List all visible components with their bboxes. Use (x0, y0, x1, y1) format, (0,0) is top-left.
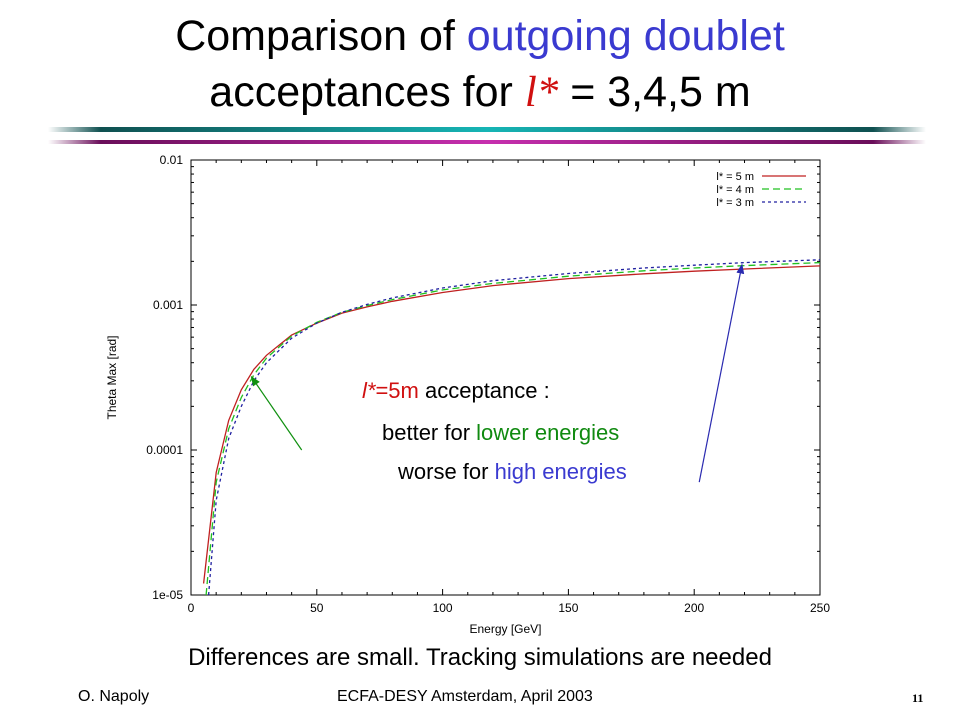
annotation-eq: =5m (375, 378, 419, 403)
y-axis-label: Theta Max [rad] (105, 335, 119, 419)
annotation-high: high energies (494, 459, 627, 484)
title-text-c: acceptances for (209, 68, 525, 116)
x-tick-label: 150 (558, 601, 578, 615)
annotation-lstar: l* (362, 378, 376, 403)
series-l5m-line (202, 265, 821, 584)
annotation-worse: worse for (398, 459, 495, 484)
x-tick-label: 50 (310, 601, 324, 615)
footer-event: ECFA-DESY Amsterdam, April 2003 (337, 688, 593, 705)
legend-label: l* = 3 m (716, 197, 754, 209)
conclusion-text: Differences are small. Tracking simulati… (188, 644, 772, 671)
annotation-line-3: worse for high energies (398, 459, 627, 485)
y-tick-label: 1e-05 (152, 588, 183, 602)
page-number: 11 (912, 691, 924, 705)
y-tick-label: 0.01 (160, 153, 184, 167)
title-text-d: = 3,4,5 m (558, 68, 751, 116)
title-line-1: Comparison of outgoing doublet (0, 8, 960, 64)
arrow-low-energy (250, 375, 303, 451)
series-l4m-line (205, 261, 821, 596)
title-line-2: acceptances for l* = 3,4,5 m (0, 64, 960, 121)
slide-title: Comparison of outgoing doublet acceptanc… (0, 8, 960, 121)
x-tick-label: 100 (433, 601, 453, 615)
annotation-line-1: l*=5m acceptance : (362, 378, 550, 404)
title-underline-teal (48, 127, 926, 132)
arrow-high-energy (698, 263, 745, 483)
y-tick-label: 0.0001 (146, 443, 183, 457)
title-underline-magenta (48, 140, 926, 144)
x-tick-label: 0 (188, 601, 195, 615)
annotation-lower: lower energies (476, 420, 620, 445)
title-text-b: outgoing doublet (466, 12, 785, 60)
chart: 0 50 100 150 200 250 1e-05 0.0001 0.001 0.01 Energ… (105, 153, 830, 636)
footer-author: O. Napoly (78, 688, 150, 705)
x-axis-label: Energy [GeV] (469, 622, 541, 636)
title-text-a: Comparison of (175, 12, 467, 60)
legend-label: l* = 4 m (716, 184, 754, 196)
legend-label: l* = 5 m (716, 171, 754, 183)
title-lstar: l* (524, 69, 559, 116)
annotation-line-2: better for lower energies (382, 420, 619, 446)
y-tick-label: 0.001 (153, 298, 183, 312)
x-tick-label: 200 (684, 601, 704, 615)
annotation-better: better for (382, 420, 477, 445)
x-tick-label: 250 (810, 601, 830, 615)
annotation-acceptance: acceptance : (418, 378, 550, 403)
plot-frame (190, 159, 821, 596)
series-l3m-line (207, 259, 821, 596)
